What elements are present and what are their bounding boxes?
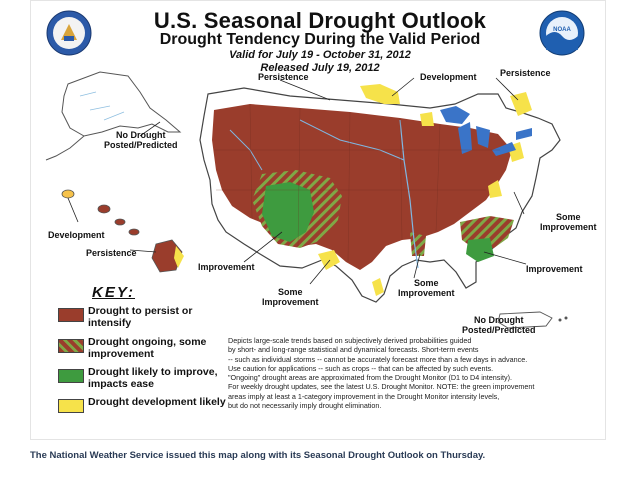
commerce-seal-icon	[46, 10, 92, 56]
swatch-development	[58, 399, 84, 413]
key-label-persist: Drought to persist or intensify	[88, 305, 193, 329]
label-no-drought-pr: No Drought Posted/Predicted	[462, 315, 536, 335]
leader-lines	[67, 77, 527, 285]
map-title: U.S. Seasonal Drought Outlook	[153, 8, 487, 33]
label-development-north: Development	[420, 72, 477, 82]
hawaii-region	[61, 189, 184, 273]
desc-line: Depicts large-scale trends based on subj…	[228, 336, 472, 345]
label-development-hawaii: Development	[48, 230, 105, 240]
key-label-development: Drought development likely	[88, 396, 226, 408]
key-title: KEY:	[92, 284, 136, 301]
valid-period: Valid for July 19 - October 31, 2012	[229, 49, 411, 61]
desc-line: by short- and long-range statistical and…	[228, 345, 479, 355]
swatch-ongoing	[58, 339, 84, 353]
desc-line: -- such as individual storms -- cannot b…	[228, 354, 528, 364]
key-item-development: Drought development likely	[58, 396, 238, 426]
desc-line: For weekly drought updates, see the late…	[228, 382, 535, 392]
label-some-improvement-tx: Some Improvement	[262, 287, 319, 307]
label-some-improvement-gulf: Some Improvement	[398, 278, 455, 298]
label-improvement-se: Improvement	[526, 264, 583, 274]
desc-line: "Ongoing" drought areas are approximated…	[228, 373, 512, 383]
noaa-logo-text: NOAA	[553, 27, 571, 33]
image-caption: The National Weather Service issued this…	[30, 450, 486, 461]
key-item-improve: Drought likely to improve, impacts ease	[58, 366, 238, 396]
label-persistence-hawaii: Persistence	[86, 248, 137, 258]
label-persistence-ne: Persistence	[500, 68, 551, 78]
desc-line: areas imply at least a 1-category improv…	[228, 391, 500, 401]
desc-line: Use caution for applications -- such as …	[228, 363, 494, 373]
swatch-persist	[58, 308, 84, 322]
swatch-improve	[58, 369, 84, 383]
conus-region	[199, 84, 561, 303]
label-some-improvement-east: Some Improvement	[540, 212, 597, 232]
noaa-logo-icon: NOAA	[539, 10, 585, 56]
map-subtitle: Drought Tendency During the Valid Period	[159, 31, 481, 48]
label-no-drought-alaska: No Drought Posted/Predicted	[104, 130, 178, 150]
label-persistence-west: Persistence	[258, 72, 309, 82]
key-item-persist: Drought to persist or intensify	[58, 305, 238, 335]
key-label-ongoing: Drought ongoing, some improvement	[88, 336, 207, 360]
release-date: Released July 19, 2012	[260, 62, 380, 74]
key-item-ongoing: Drought ongoing, some improvement	[58, 336, 238, 366]
desc-line: but do not necessarily imply drought eli…	[228, 401, 382, 411]
label-improvement-sw: Improvement	[198, 262, 255, 272]
alaska-region	[45, 71, 182, 161]
description-text: Depicts large-scale trends based on subj…	[228, 336, 568, 410]
puerto-rico-region	[497, 311, 568, 329]
key-label-improve: Drought likely to improve, impacts ease	[88, 366, 218, 390]
